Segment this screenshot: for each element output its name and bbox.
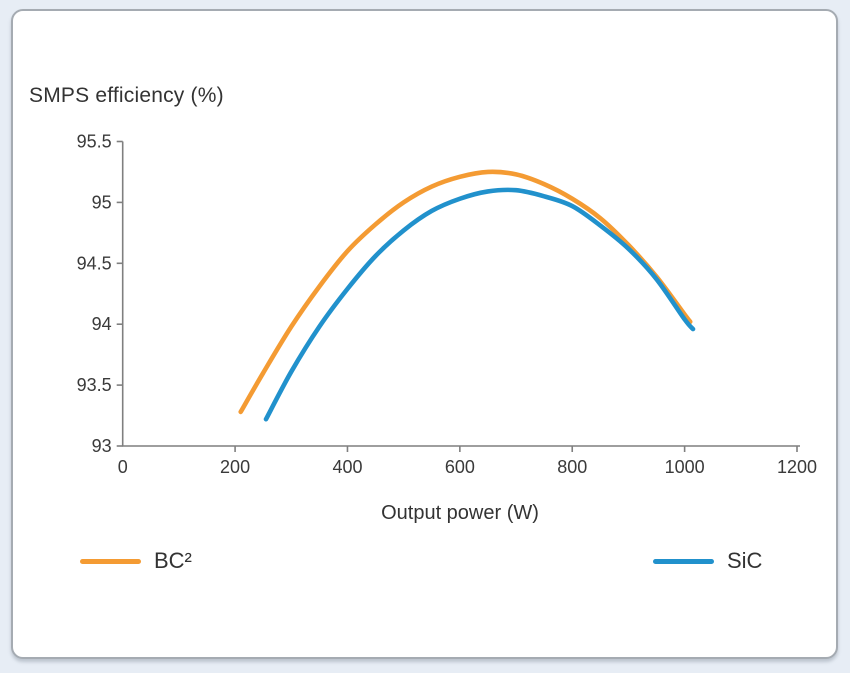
sic-line-swatch-icon bbox=[653, 558, 714, 564]
axis-lines bbox=[121, 141, 800, 447]
x-tick-label: 1200 bbox=[777, 457, 817, 477]
y-tick-label: 95 bbox=[92, 192, 112, 212]
x-tick-label: 1000 bbox=[665, 457, 705, 477]
legend-label-sic: SiC bbox=[727, 548, 763, 573]
bc2-line-swatch-icon bbox=[80, 558, 141, 564]
y-tick-label: 93 bbox=[92, 436, 112, 456]
legend-item-bc2: BC² bbox=[80, 548, 192, 574]
x-tick-label: 800 bbox=[557, 457, 587, 477]
y-tick-label: 93.5 bbox=[77, 375, 112, 395]
y-tick-label: 94.5 bbox=[77, 253, 112, 273]
series-curve-sic bbox=[263, 187, 696, 422]
y-tick-label: 95.5 bbox=[77, 132, 112, 152]
series-curve-bc bbox=[238, 169, 693, 415]
chart-title: SMPS efficiency (%) bbox=[29, 84, 224, 107]
legend-label-bc2: BC² bbox=[154, 548, 192, 573]
chart-card bbox=[11, 9, 838, 659]
x-axis-title: Output power (W) bbox=[381, 502, 539, 524]
x-tick-label: 0 bbox=[118, 457, 128, 477]
x-tick-label: 400 bbox=[332, 457, 362, 477]
legend-item-sic: SiC bbox=[653, 548, 762, 574]
y-tick-label: 94 bbox=[92, 314, 112, 334]
x-tick-label: 200 bbox=[220, 457, 250, 477]
x-tick-label: 600 bbox=[445, 457, 475, 477]
